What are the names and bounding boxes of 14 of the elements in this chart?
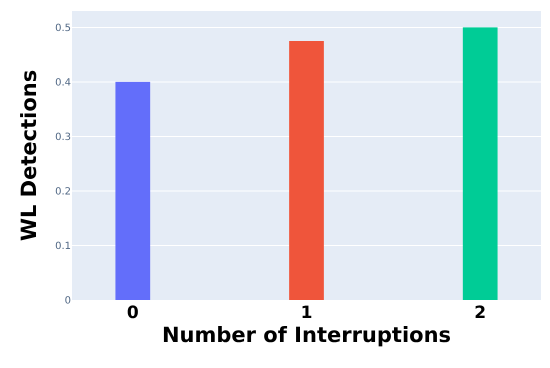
bar: [289, 40, 324, 300]
y-tick-label: 0: [64, 296, 71, 306]
bar: [462, 27, 498, 300]
y-tick-label: 0.3: [55, 132, 71, 143]
y-axis-title: WL Detections: [17, 70, 42, 242]
x-tick-label: 2: [474, 303, 486, 323]
y-tick-label: 0.1: [55, 240, 71, 252]
y-tick-label: 0.4: [55, 77, 71, 88]
x-axis-title: Number of Interruptions: [162, 323, 452, 347]
y-tick-label: 0.5: [55, 22, 71, 34]
bar: [115, 82, 150, 300]
y-tick-label: 0.2: [55, 186, 71, 198]
x-tick-label: 1: [300, 303, 312, 323]
x-tick-label: 0: [126, 303, 139, 323]
